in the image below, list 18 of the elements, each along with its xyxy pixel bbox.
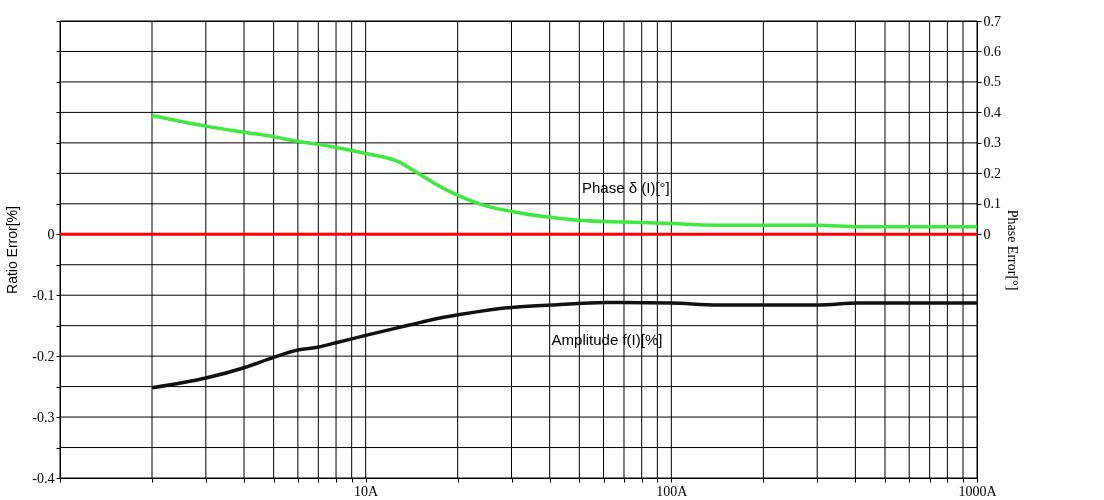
y2-tick-label: 0 <box>983 226 991 242</box>
y2-axis-title: Phase Error[°] <box>1005 209 1020 291</box>
y2-tick-label: 0.4 <box>983 104 1001 120</box>
y-tick-label: -0.4 <box>32 470 55 486</box>
y-axis-title: Ratio Error[%] <box>4 206 21 294</box>
y2-tick-label: 0.7 <box>983 13 1001 29</box>
y-tick-label: -0.3 <box>32 409 55 425</box>
y-tick-label: 0 <box>47 226 55 242</box>
y2-tick-label: 0.6 <box>983 43 1001 59</box>
y2-tick-label: 0.2 <box>983 165 1001 181</box>
y2-tick-label: 0.5 <box>983 74 1001 90</box>
y-tick-label: -0.1 <box>32 287 55 303</box>
x-tick-label: 10A <box>354 483 380 499</box>
y2-tick-label: 0.1 <box>983 196 1001 212</box>
x-tick-label: 100A <box>656 483 689 499</box>
y2-tick-label: 0.3 <box>983 135 1001 151</box>
x-tick-label: 1000A <box>958 483 998 499</box>
y-tick-label: -0.2 <box>32 348 55 364</box>
